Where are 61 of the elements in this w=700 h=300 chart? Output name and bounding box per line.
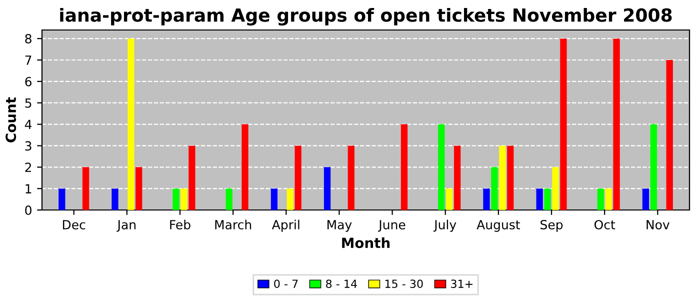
y-tick-label: 0 xyxy=(25,205,32,215)
bar xyxy=(666,60,673,210)
legend-label: 15 - 30 xyxy=(385,280,423,288)
bar xyxy=(180,188,188,210)
chart-title: iana-prot-param Age groups of open tickets November 2008 xyxy=(60,8,672,26)
bar xyxy=(597,188,604,210)
y-tick-label: 4 xyxy=(24,120,32,130)
bar xyxy=(507,146,514,210)
bar xyxy=(348,146,354,210)
bar xyxy=(483,188,490,210)
legend-label: 31+ xyxy=(451,280,472,288)
x-tick-label: Oct xyxy=(594,220,616,230)
y-tick-label: 2 xyxy=(25,162,32,172)
bar xyxy=(136,167,142,210)
bar xyxy=(242,124,248,210)
x-tick-label: August xyxy=(476,220,520,232)
bar xyxy=(188,146,196,210)
bar xyxy=(613,38,620,210)
bar xyxy=(642,188,650,210)
bar xyxy=(491,167,498,210)
x-tick-label: Feb xyxy=(170,220,190,230)
bar xyxy=(446,188,453,210)
y-tick-label: 1 xyxy=(26,184,32,194)
bar xyxy=(544,188,551,210)
x-tick-label: Nov xyxy=(646,220,670,230)
bar xyxy=(552,167,559,210)
bar xyxy=(82,167,90,210)
bar xyxy=(324,167,331,210)
x-tick-label: June xyxy=(378,220,406,232)
bar xyxy=(270,188,278,210)
legend-label: 8 - 14 xyxy=(326,280,357,288)
bar xyxy=(438,124,445,210)
x-tick-label: March xyxy=(215,220,252,230)
bar xyxy=(58,188,66,210)
x-tick-label: Jan xyxy=(116,220,136,232)
x-tick-label: April xyxy=(272,220,300,232)
y-tick-label: 8 xyxy=(25,34,32,44)
y-tick-label: 7 xyxy=(25,56,32,65)
bar xyxy=(454,146,461,210)
bar xyxy=(172,188,180,210)
bar xyxy=(112,188,118,210)
legend-label: 0 - 7 xyxy=(274,280,298,288)
bar xyxy=(536,188,543,210)
x-tick-label: July xyxy=(433,220,456,232)
x-tick-label: Dec xyxy=(62,220,86,230)
x-tick-label: May xyxy=(328,220,352,232)
y-axis-title: Count xyxy=(6,97,16,142)
y-tick-label: 3 xyxy=(25,141,32,151)
bar xyxy=(650,124,657,210)
bar xyxy=(400,124,408,210)
bar xyxy=(499,146,506,210)
bar xyxy=(226,188,232,210)
y-tick-label: 5 xyxy=(25,98,32,108)
x-axis-title: Month xyxy=(342,237,390,248)
y-tick-label: 6 xyxy=(25,76,32,86)
bar xyxy=(605,188,612,210)
x-tick-label: Sep xyxy=(540,220,563,232)
bar xyxy=(128,38,134,210)
bar xyxy=(286,188,294,210)
bar xyxy=(294,146,302,210)
bar xyxy=(560,38,567,210)
